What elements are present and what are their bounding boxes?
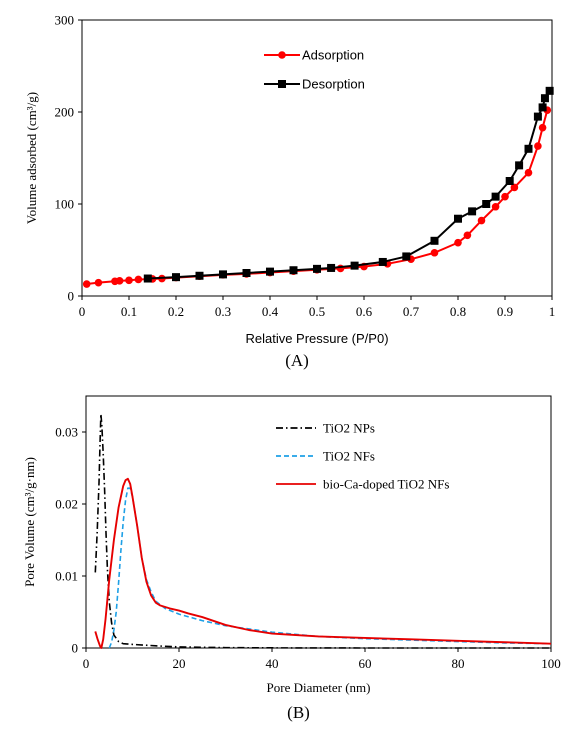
panel-a-data-point <box>524 168 533 177</box>
panel-a-data-point <box>82 280 91 288</box>
panel-a-data-point <box>313 264 321 273</box>
panel-a-data-point <box>538 103 547 112</box>
panel-a-y-tick-label: 200 <box>55 105 75 120</box>
legend-entry-label: Desorption <box>302 77 365 92</box>
legend-entry-label: TiO2 NPs <box>323 421 375 436</box>
panel-b-x-tick-label: 80 <box>452 656 465 671</box>
panel-a-x-tick-label: 0.5 <box>309 304 325 319</box>
panel-b-series-line-3 <box>94 477 552 649</box>
legend-entry-label: Adsorption <box>302 48 364 63</box>
panel-b-axes: 0 20 40 60 80 100 0 0.01 0.02 0.03 <box>55 395 561 671</box>
panel-a-data-point <box>533 112 542 121</box>
panel-a-data-point <box>125 276 133 285</box>
panel-a-label: (A) <box>285 351 309 370</box>
panel-a-y-axis-label: Volume adsorbed (cm³/g) <box>24 92 39 224</box>
panel-a-data-point <box>454 214 462 223</box>
panel-b-legend: TiO2 NPs TiO2 NFs bio-Ca-doped TiO2 NFs <box>276 421 449 492</box>
panel-a-data-point <box>430 236 439 245</box>
panel-b-y-tick-label: 0 <box>72 641 79 656</box>
panel-b-x-tick-label: 0 <box>83 656 90 671</box>
panel-a-data-point <box>515 161 524 170</box>
panel-a-y-tick-label: 100 <box>55 197 75 212</box>
panel-b-y-tick-label: 0.03 <box>55 425 78 440</box>
panel-a-data-point <box>524 144 533 153</box>
panel-a-data-point <box>402 252 411 261</box>
panel-a-data-point <box>510 183 519 192</box>
panel-a-data-point <box>143 274 152 283</box>
panel-a-data-point <box>468 207 477 216</box>
panel-a-x-tick-label: 0.4 <box>262 304 279 319</box>
panel-b-series-line-2 <box>108 487 552 649</box>
panel-b-y-axis-label: Pore Volume (cm³/g·nm) <box>22 457 37 587</box>
panel-a-series-line-2 <box>147 90 551 280</box>
panel-a-data-point <box>482 200 491 208</box>
legend-entry-label: TiO2 NFs <box>323 449 375 464</box>
panel-a-data-point <box>454 238 462 247</box>
panel-a-data-point <box>545 86 554 95</box>
panel-a-y-tick-label: 300 <box>55 13 75 28</box>
panel-a-x-tick-label: 1 <box>549 304 556 319</box>
panel-b-plot-frame <box>85 395 552 649</box>
panel-a-x-tick-label: 0.7 <box>403 304 420 319</box>
panel-a-chart: 0 0.1 0.2 0.3 0.4 0.5 0.6 0.7 0.8 0.9 10100200300 … <box>24 13 555 371</box>
panel-a-data-point <box>540 94 549 103</box>
panel-a-data-point <box>463 231 472 240</box>
panel-a-data-point <box>94 278 103 287</box>
panel-b-label: (B) <box>287 703 310 722</box>
panel-a-data-point <box>505 177 514 185</box>
panel-a-data-point <box>378 257 387 266</box>
legend-entry-label: bio-Ca-doped TiO2 NFs <box>323 477 449 492</box>
panel-a-data-point <box>242 269 251 277</box>
panel-a-x-tick-label: 0.9 <box>497 304 513 319</box>
panel-b-x-tick-label: 100 <box>541 656 561 671</box>
panel-a-x-tick-label: 0.2 <box>168 304 184 319</box>
panel-a-series <box>82 86 554 288</box>
panel-a-data-point <box>289 266 298 275</box>
panel-b-x-tick-label: 40 <box>266 656 279 671</box>
panel-a-data-point <box>501 192 509 201</box>
panel-a-x-tick-label: 0.8 <box>450 304 466 319</box>
panel-a-data-point <box>491 202 500 211</box>
panel-a-data-point <box>219 270 227 279</box>
panel-a-data-point <box>266 267 274 276</box>
panel-b-y-tick-label: 0.01 <box>55 569 78 584</box>
panel-b-series-line-1 <box>94 413 551 649</box>
panel-a-data-point <box>538 123 547 132</box>
panel-a-x-tick-label: 0.3 <box>215 304 231 319</box>
panel-a-series-line-1 <box>86 109 549 286</box>
panel-a-data-point <box>134 275 143 284</box>
panel-a-data-point <box>172 273 180 282</box>
panel-a-data-point <box>477 216 486 225</box>
panel-a-data-point <box>195 271 204 280</box>
panel-b-x-tick-label: 60 <box>359 656 372 671</box>
panel-b-y-tick-label: 0.02 <box>55 497 78 512</box>
panel-a-data-point <box>430 248 439 257</box>
panel-a-legend: Adsorption Desorption <box>264 48 365 92</box>
panel-a-data-point <box>491 192 500 201</box>
panel-a-x-tick-label: 0 <box>79 304 86 319</box>
legend-swatch-marker <box>278 51 286 59</box>
panel-a-data-point <box>350 261 359 270</box>
panel-a-data-point <box>336 264 345 273</box>
panel-a-data-point <box>327 263 336 272</box>
panel-a-x-axis-label: Relative Pressure (P/P0) <box>245 331 388 346</box>
panel-b-series <box>94 413 552 649</box>
panel-a-axes: 0 0.1 0.2 0.3 0.4 0.5 0.6 0.7 0.8 0.9 1 0 100 200 300 <box>55 13 556 320</box>
panel-b-x-tick-label: 20 <box>173 656 186 671</box>
panel-a-x-tick-label: 0.1 <box>121 304 137 319</box>
panel-b-x-axis-label: Pore Diameter (nm) <box>267 680 371 695</box>
panel-a-y-tick-label: 0 <box>68 289 75 304</box>
legend-swatch-marker <box>278 80 286 88</box>
panel-a-data-point <box>534 142 542 150</box>
panel-a-x-tick-label: 0.6 <box>356 304 373 319</box>
panel-a-data-point <box>115 277 124 285</box>
